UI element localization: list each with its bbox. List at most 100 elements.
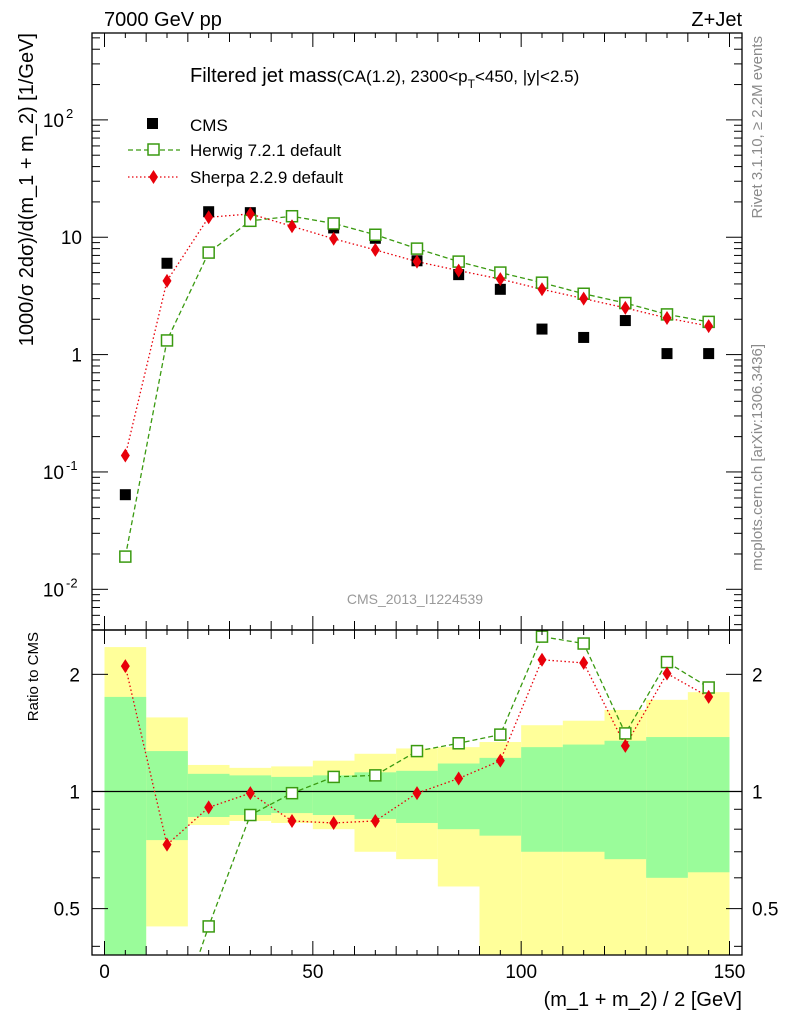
- plot-title-cut-sub: T: [468, 77, 476, 91]
- sherpa-point: [454, 263, 464, 278]
- legend-cms-marker: [147, 118, 158, 129]
- stat-band-bin: [687, 737, 730, 873]
- plot-title: Filtered jet mass(CA(1.2), 2300<pT<450, …: [190, 65, 579, 91]
- legend-sherpa-label: Sherpa 2.2.9 default: [190, 168, 343, 187]
- top-panel-series: [119, 206, 715, 563]
- herwig-ratio-point: [202, 920, 215, 933]
- legend-herwig-label: Herwig 7.2.1 default: [190, 141, 341, 160]
- cms-point: [119, 489, 131, 501]
- herwig-point: [119, 550, 132, 563]
- sherpa-point: [287, 219, 297, 234]
- y-tick-label-top: 10: [61, 228, 82, 249]
- sherpa-ratio-point: [245, 786, 255, 801]
- sherpa-ratio-point: [454, 771, 464, 786]
- plot-title-main: Filtered jet mass: [190, 65, 337, 87]
- herwig-ratio-point: [577, 637, 590, 650]
- sherpa-point: [662, 311, 672, 326]
- stat-band-bin: [146, 751, 188, 841]
- herwig-ratio-point: [327, 770, 340, 784]
- sherpa-point: [704, 319, 714, 334]
- y-tick-label-top: 10: [43, 463, 64, 484]
- x-tick-label: 100: [505, 962, 537, 983]
- sherpa-ratio-point: [662, 666, 672, 681]
- legend-herwig-marker: [147, 143, 160, 156]
- herwig-ratio-point: [619, 727, 632, 740]
- x-tick-label: 150: [714, 962, 746, 983]
- herwig-ratio-point: [244, 808, 257, 822]
- herwig-point: [202, 246, 215, 259]
- herwig-point: [327, 217, 340, 230]
- herwig-ratio-point: [660, 655, 674, 669]
- stat-band-bin: [104, 696, 147, 955]
- stat-band-bin: [479, 757, 522, 836]
- y-tick-label-bottom: 0.5: [54, 900, 80, 921]
- sherpa-ratio-point: [495, 753, 505, 768]
- cms-point: [536, 323, 548, 335]
- plot-title-cut-a: (CA(1.2), 2300<p: [337, 67, 468, 86]
- y-tick-label-top: 1: [71, 346, 82, 367]
- herwig-ratio-point: [452, 737, 465, 750]
- sherpa-point: [495, 272, 505, 287]
- sherpa-point: [204, 210, 214, 225]
- cms-point: [494, 283, 506, 295]
- analysis-id: CMS_2013_I1224539: [347, 591, 483, 607]
- sherpa-point: [162, 273, 172, 288]
- stat-band-bin: [604, 740, 647, 860]
- sherpa-ratio-point: [704, 689, 714, 704]
- herwig-ratio-point: [285, 786, 299, 800]
- sherpa-ratio-point: [120, 659, 130, 674]
- energy-label: 7000 GeV pp: [104, 9, 222, 31]
- cms-point: [703, 348, 715, 360]
- ratio-series-clipped: [120, 630, 715, 955]
- sherpa-ratio-line: [124, 659, 709, 846]
- y-tick-label-bottom: 2: [69, 665, 80, 686]
- legend: CMS Herwig 7.2.1 default Sherpa 2.2.9 de…: [128, 116, 343, 187]
- sherpa-point: [620, 300, 630, 315]
- axis-ticks: [92, 33, 742, 955]
- y-tick-label-top-exp: 2: [66, 106, 73, 121]
- process-label: Z+Jet: [691, 9, 742, 31]
- sherpa-point: [370, 242, 380, 257]
- cms-point: [578, 331, 590, 343]
- herwig-ratio-point: [369, 769, 382, 782]
- y-tick-label-bottom-right: 0.5: [752, 900, 778, 921]
- herwig-point: [160, 334, 174, 347]
- y-tick-label-bottom-right: 1: [752, 782, 763, 803]
- sherpa-ratio-point: [620, 738, 630, 753]
- herwig-ratio-line: [198, 635, 710, 955]
- stat-band-bin: [521, 747, 563, 852]
- sherpa-point: [120, 448, 130, 463]
- ratio-panel-series: [120, 630, 715, 955]
- sherpa-point: [245, 206, 255, 221]
- y-axis-label-bottom: Ratio to CMS: [25, 632, 42, 721]
- y-tick-label-top: 10: [43, 580, 64, 601]
- sherpa-ratio-point: [329, 815, 339, 830]
- herwig-ratio-point: [410, 744, 424, 758]
- stat-band-bin: [562, 744, 605, 852]
- stat-band-bin: [646, 737, 688, 878]
- sherpa-ratio-point: [287, 813, 297, 828]
- sherpa-ratio-point: [162, 837, 172, 852]
- plot-title-cut-b: <450, |y|<2.5): [475, 67, 579, 86]
- sherpa-point: [537, 282, 547, 297]
- sherpa-ratio-point: [537, 652, 547, 667]
- legend-cms-label: CMS: [190, 116, 228, 135]
- x-tick-label: 0: [99, 962, 110, 983]
- y-tick-label-bottom-right: 2: [752, 665, 763, 686]
- sherpa-ratio-point: [579, 655, 589, 670]
- mcplots-source-label: mcplots.cern.ch [arXiv:1306.3436]: [749, 344, 766, 571]
- herwig-ratio-point: [494, 728, 507, 741]
- y-tick-label-bottom: 1: [69, 782, 80, 803]
- y-axis-label-top: 1000/σ 2dσ)/d(m_1 + m_2) [1/GeV]: [16, 33, 38, 346]
- x-axis-label: (m_1 + m_2) / 2 [GeV]: [544, 989, 742, 1011]
- y-tick-label-top: 10: [43, 111, 64, 132]
- x-tick-label: 50: [302, 962, 323, 983]
- sherpa-ratio-point: [412, 786, 422, 801]
- sherpa-ratio-point: [204, 800, 214, 815]
- herwig-point: [369, 228, 382, 242]
- sherpa-point: [412, 254, 422, 269]
- legend-sherpa-marker: [149, 170, 158, 184]
- y-tick-label-top-exp: -2: [66, 575, 78, 590]
